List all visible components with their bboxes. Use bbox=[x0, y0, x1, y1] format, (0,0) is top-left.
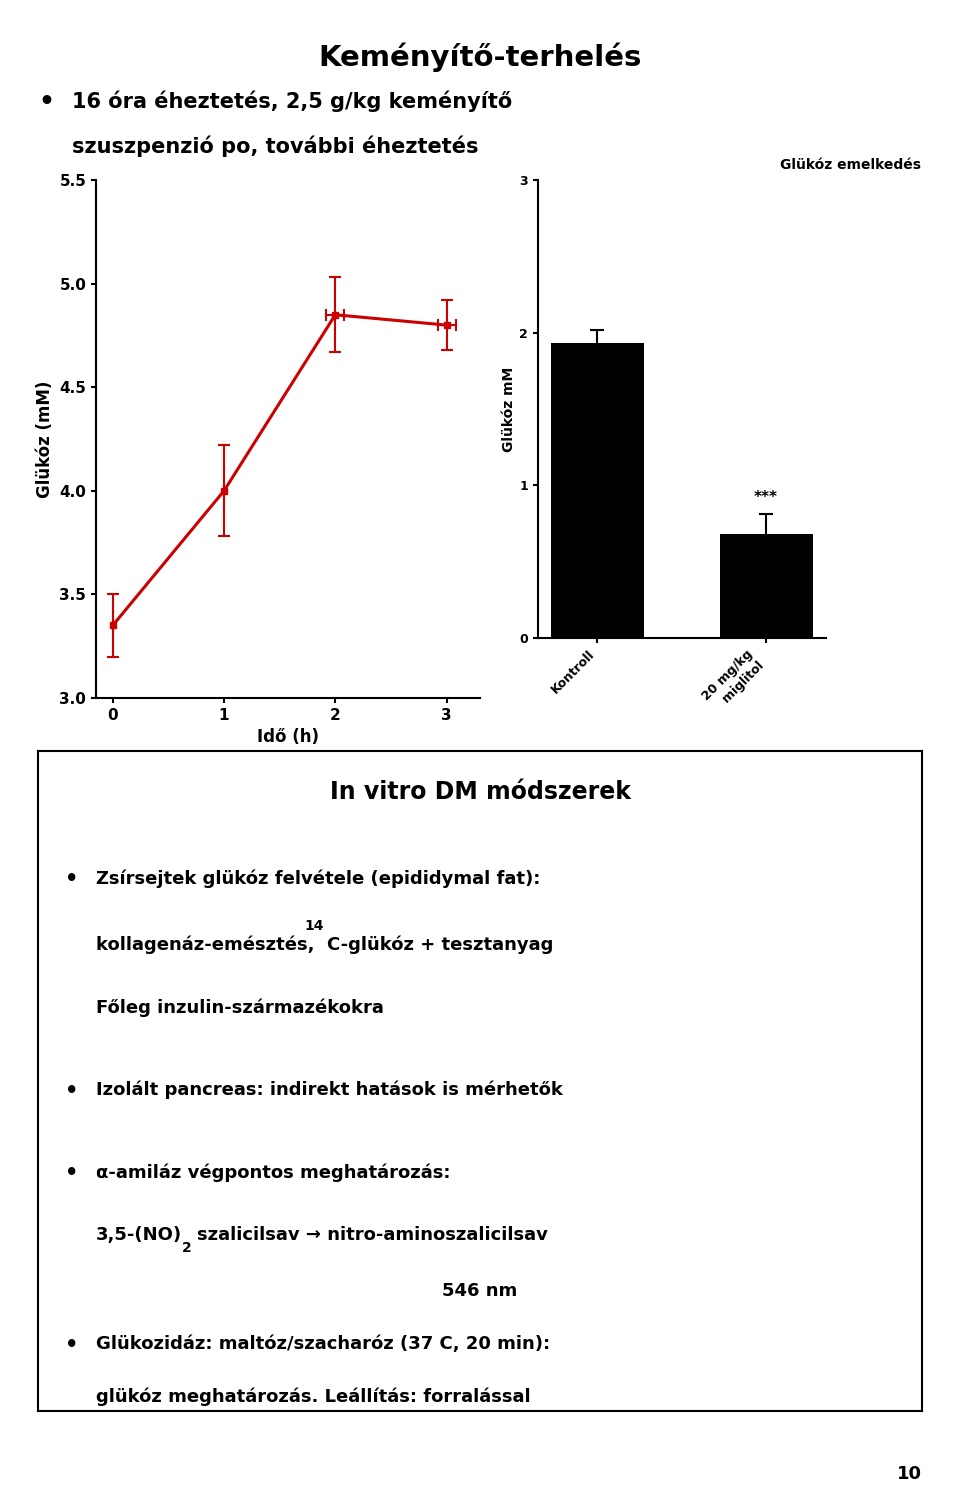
Text: Zsírsejtek glükóz felvétele (epididymal fat):: Zsírsejtek glükóz felvétele (epididymal … bbox=[96, 869, 540, 889]
Text: 546 nm: 546 nm bbox=[443, 1282, 517, 1300]
Bar bbox=[551, 344, 643, 638]
Y-axis label: Glükóz mM: Glükóz mM bbox=[502, 366, 516, 452]
Text: kollagenáz-emésztés,: kollagenáz-emésztés, bbox=[96, 935, 321, 955]
Text: Glükóz emelkedés: Glükóz emelkedés bbox=[780, 159, 921, 173]
X-axis label: Idő (h): Idő (h) bbox=[257, 728, 319, 746]
Text: Glükozidáz: maltóz/szacharóz (37 C, 20 min):: Glükozidáz: maltóz/szacharóz (37 C, 20 m… bbox=[96, 1334, 550, 1352]
Text: szuszpenzió po, további éheztetés: szuszpenzió po, további éheztetés bbox=[72, 135, 478, 156]
Text: Keményítő-terhelés: Keményítő-terhelés bbox=[319, 42, 641, 72]
Text: •: • bbox=[65, 1334, 79, 1355]
Text: •: • bbox=[65, 869, 79, 890]
Text: 10: 10 bbox=[897, 1465, 922, 1483]
Text: ***: *** bbox=[754, 491, 778, 506]
Text: In vitro DM módszerek: In vitro DM módszerek bbox=[329, 781, 631, 805]
Text: szalicilsav → nitro-aminoszalicilsav: szalicilsav → nitro-aminoszalicilsav bbox=[198, 1226, 548, 1244]
Bar bbox=[720, 534, 812, 638]
Text: 2: 2 bbox=[182, 1240, 192, 1255]
Text: 3,5-(NO): 3,5-(NO) bbox=[96, 1226, 182, 1244]
Text: •: • bbox=[65, 1081, 79, 1100]
Text: Izolált pancreas: indirekt hatások is mérhetők: Izolált pancreas: indirekt hatások is mé… bbox=[96, 1081, 563, 1099]
Text: C-glükóz + tesztanyag: C-glükóz + tesztanyag bbox=[327, 935, 554, 955]
Text: 14: 14 bbox=[304, 919, 324, 934]
Text: 16 óra éheztetés, 2,5 g/kg keményítő: 16 óra éheztetés, 2,5 g/kg keményítő bbox=[72, 90, 513, 111]
Text: glükóz meghatározás. Leállítás: forralással: glükóz meghatározás. Leállítás: forralás… bbox=[96, 1388, 531, 1406]
Y-axis label: Glükóz (mM): Glükóz (mM) bbox=[36, 380, 54, 498]
Text: Főleg inzulin-származékokra: Főleg inzulin-származékokra bbox=[96, 998, 384, 1016]
Text: α-amiláz végpontos meghatározás:: α-amiláz végpontos meghatározás: bbox=[96, 1163, 450, 1181]
Text: •: • bbox=[65, 1163, 79, 1183]
Text: •: • bbox=[38, 90, 55, 114]
